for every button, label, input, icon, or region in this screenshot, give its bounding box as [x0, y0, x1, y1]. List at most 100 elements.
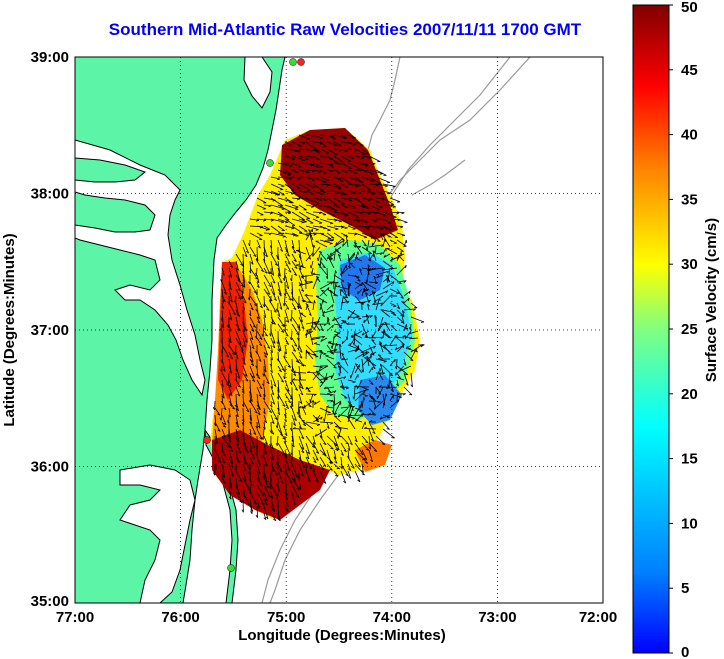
- velocity-arrowhead: [391, 389, 394, 393]
- velocity-arrowhead: [272, 345, 276, 349]
- velocity-arrow: [396, 379, 399, 387]
- velocity-arrow: [256, 400, 261, 410]
- velocity-arrow: [337, 428, 342, 439]
- velocity-arrowhead: [294, 388, 298, 391]
- velocity-arrow: [354, 190, 362, 194]
- velocity-arrow: [303, 400, 314, 408]
- velocity-arrowhead: [380, 228, 384, 231]
- velocity-arrowhead: [357, 251, 359, 255]
- velocity-arrow: [263, 358, 267, 373]
- velocity-arrowhead: [307, 451, 311, 455]
- velocity-arrow: [284, 246, 290, 257]
- velocity-arrowhead: [243, 328, 248, 331]
- velocity-arrow: [361, 449, 368, 460]
- velocity-arrow: [256, 232, 263, 236]
- velocity-arrowhead: [349, 262, 353, 265]
- velocity-arrow: [366, 356, 370, 367]
- velocity-arrow: [333, 393, 336, 405]
- velocity-arrowhead: [405, 265, 407, 269]
- velocity-arrowhead: [236, 267, 239, 271]
- velocity-arrow: [332, 400, 342, 407]
- velocity-arrow: [277, 267, 281, 277]
- velocity-arrowhead: [262, 383, 265, 387]
- velocity-arrow: [326, 463, 333, 471]
- velocity-arrow: [228, 323, 232, 332]
- velocity-arrowhead: [365, 292, 369, 295]
- velocity-arrow: [347, 442, 351, 451]
- velocity-arrowhead: [370, 355, 372, 359]
- velocity-arrowhead: [276, 358, 279, 362]
- velocity-arrow: [340, 414, 356, 419]
- velocity-arrow: [256, 316, 261, 324]
- velocity-arrow: [284, 204, 299, 210]
- velocity-arrowhead: [254, 272, 257, 276]
- velocity-arrow: [340, 183, 348, 188]
- velocity-arrowhead: [287, 365, 291, 368]
- velocity-arrow: [375, 290, 388, 297]
- velocity-arrowhead: [347, 265, 351, 269]
- velocity-arrowhead: [289, 337, 292, 341]
- velocity-arrowhead: [322, 266, 326, 269]
- velocity-arrowhead: [235, 414, 239, 418]
- velocity-arrow: [228, 267, 233, 278]
- velocity-arrowhead: [233, 352, 236, 356]
- velocity-arrow: [376, 274, 384, 279]
- velocity-arrowhead: [344, 171, 348, 173]
- velocity-arrowhead: [367, 212, 372, 215]
- velocity-arrowhead: [229, 274, 232, 278]
- velocity-arrowhead: [297, 305, 300, 309]
- velocity-arrow: [319, 211, 327, 216]
- velocity-arrowhead: [271, 457, 274, 461]
- velocity-arrowhead: [300, 289, 304, 292]
- velocity-arrow: [340, 162, 353, 169]
- velocity-arrowhead: [382, 234, 386, 237]
- velocity-arrowhead: [329, 258, 333, 260]
- velocity-arrowhead: [256, 404, 260, 408]
- velocity-arrow: [228, 365, 233, 374]
- velocity-arrowhead: [283, 293, 286, 297]
- velocity-arrow: [228, 330, 232, 343]
- velocity-arrowhead: [278, 292, 282, 295]
- velocity-arrow: [340, 449, 344, 456]
- velocity-arrowhead: [330, 223, 334, 225]
- velocity-arrow: [361, 190, 375, 193]
- velocity-arrow: [249, 246, 257, 257]
- velocity-arrowhead: [313, 321, 317, 324]
- velocity-arrowhead: [279, 307, 283, 310]
- velocity-arrow: [354, 155, 364, 159]
- velocity-arrow: [256, 414, 261, 429]
- velocity-arrowhead: [352, 417, 356, 420]
- velocity-arrowhead: [341, 340, 344, 344]
- velocity-arrowhead: [351, 466, 355, 469]
- velocity-arrow: [270, 246, 273, 255]
- velocity-arrowhead: [355, 349, 359, 352]
- velocity-arrowhead: [317, 257, 319, 261]
- velocity-arrow: [389, 274, 402, 284]
- velocity-arrowhead: [320, 193, 324, 196]
- velocity-arrow: [378, 372, 384, 381]
- velocity-arrowhead: [313, 353, 317, 356]
- velocity-arrowhead: [340, 466, 343, 470]
- velocity-arrowhead: [408, 327, 411, 331]
- velocity-arrow: [301, 274, 314, 278]
- velocity-arrowhead: [270, 496, 273, 499]
- velocity-arrowhead: [389, 294, 393, 297]
- velocity-arrow: [368, 162, 376, 164]
- velocity-arrow: [242, 400, 250, 413]
- velocity-arrow: [375, 368, 381, 381]
- velocity-arrow: [361, 345, 376, 353]
- velocity-arrowhead: [239, 479, 243, 483]
- velocity-arrow: [256, 407, 261, 416]
- velocity-arrowhead: [309, 233, 313, 237]
- velocity-arrow: [363, 288, 370, 293]
- velocity-arrowhead: [366, 226, 370, 229]
- velocity-arrowhead: [257, 462, 261, 466]
- velocity-arrowhead: [323, 464, 327, 467]
- velocity-arrowhead: [316, 424, 321, 426]
- x-tick-label: 72:00: [579, 609, 617, 626]
- velocity-arrowhead: [252, 375, 255, 379]
- velocity-arrow: [277, 421, 283, 437]
- velocity-arrowhead: [306, 370, 310, 373]
- velocity-arrowhead: [259, 386, 263, 390]
